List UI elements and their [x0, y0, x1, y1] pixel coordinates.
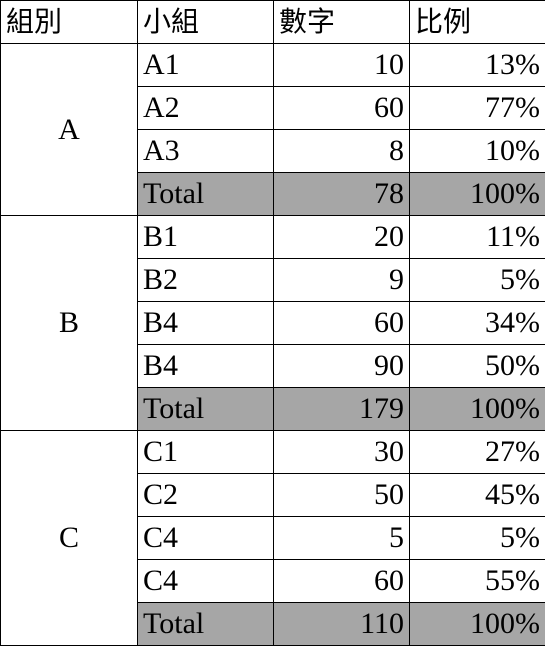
header-ratio[interactable]: 比例: [409, 0, 545, 44]
number-cell[interactable]: 50: [273, 473, 410, 517]
subgroup-cell[interactable]: B2: [137, 258, 274, 302]
subgroup-cell[interactable]: B4: [137, 301, 274, 345]
number-cell[interactable]: 60: [273, 301, 410, 345]
number-cell[interactable]: 10: [273, 43, 410, 87]
total-ratio-cell[interactable]: 100%: [409, 387, 545, 431]
total-number-cell[interactable]: 78: [273, 172, 410, 216]
number-cell[interactable]: 9: [273, 258, 410, 302]
ratio-cell[interactable]: 13%: [409, 43, 545, 87]
number-cell[interactable]: 30: [273, 430, 410, 474]
subgroup-cell[interactable]: C2: [137, 473, 274, 517]
total-row-a: Total 78 100%: [1, 172, 545, 216]
subgroup-cell[interactable]: B1: [137, 215, 274, 259]
ratio-cell[interactable]: 5%: [409, 516, 545, 560]
subgroup-cell[interactable]: A3: [137, 129, 274, 173]
number-cell[interactable]: 8: [273, 129, 410, 173]
group-cell-b[interactable]: B: [0, 215, 138, 431]
group-cell-c[interactable]: C: [0, 430, 138, 646]
subgroup-cell[interactable]: A2: [137, 86, 274, 130]
subgroup-cell[interactable]: C4: [137, 559, 274, 603]
ratio-cell[interactable]: 45%: [409, 473, 545, 517]
table-row: A A1 10 13%: [0, 43, 545, 216]
header-group[interactable]: 組別: [0, 0, 138, 44]
total-number-cell[interactable]: 110: [273, 602, 410, 646]
table-row: C4 60 55%: [1, 559, 545, 603]
number-cell[interactable]: 60: [273, 86, 410, 130]
subgroup-cell[interactable]: B4: [137, 344, 274, 388]
ratio-cell[interactable]: 10%: [409, 129, 545, 173]
table-row: C C1 30 27%: [0, 430, 545, 646]
ratio-cell[interactable]: 11%: [409, 215, 545, 259]
header-number[interactable]: 數字: [273, 0, 410, 44]
subgroup-cell[interactable]: C1: [137, 430, 274, 474]
number-cell[interactable]: 20: [273, 215, 410, 259]
ratio-cell[interactable]: 27%: [409, 430, 545, 474]
total-row-c: Total 110 100%: [1, 602, 545, 646]
subgroup-cell[interactable]: C4: [137, 516, 274, 560]
ratio-cell[interactable]: 5%: [409, 258, 545, 302]
table-row: B4 60 34%: [1, 301, 545, 345]
table-row: B4 90 50%: [1, 344, 545, 388]
number-cell[interactable]: 5: [273, 516, 410, 560]
total-label-cell[interactable]: Total: [137, 387, 274, 431]
ratio-cell[interactable]: 77%: [409, 86, 545, 130]
table-row: C4 5 5%: [1, 516, 545, 560]
total-label-cell[interactable]: Total: [137, 602, 274, 646]
number-cell[interactable]: 90: [273, 344, 410, 388]
ratio-cell[interactable]: 50%: [409, 344, 545, 388]
header-row: 組別 小組 數字 比例: [0, 0, 545, 44]
group-cell-a[interactable]: A: [0, 43, 138, 216]
total-ratio-cell[interactable]: 100%: [409, 602, 545, 646]
table-row: A2 60 77%: [1, 86, 545, 130]
table-row: B B1 20 11%: [0, 215, 545, 431]
number-cell[interactable]: 60: [273, 559, 410, 603]
header-subgroup[interactable]: 小組: [137, 0, 274, 44]
ratio-cell[interactable]: 34%: [409, 301, 545, 345]
subgroup-cell[interactable]: A1: [137, 43, 274, 87]
total-number-cell[interactable]: 179: [273, 387, 410, 431]
ratio-cell[interactable]: 55%: [409, 559, 545, 603]
total-label-cell[interactable]: Total: [137, 172, 274, 216]
total-ratio-cell[interactable]: 100%: [409, 172, 545, 216]
